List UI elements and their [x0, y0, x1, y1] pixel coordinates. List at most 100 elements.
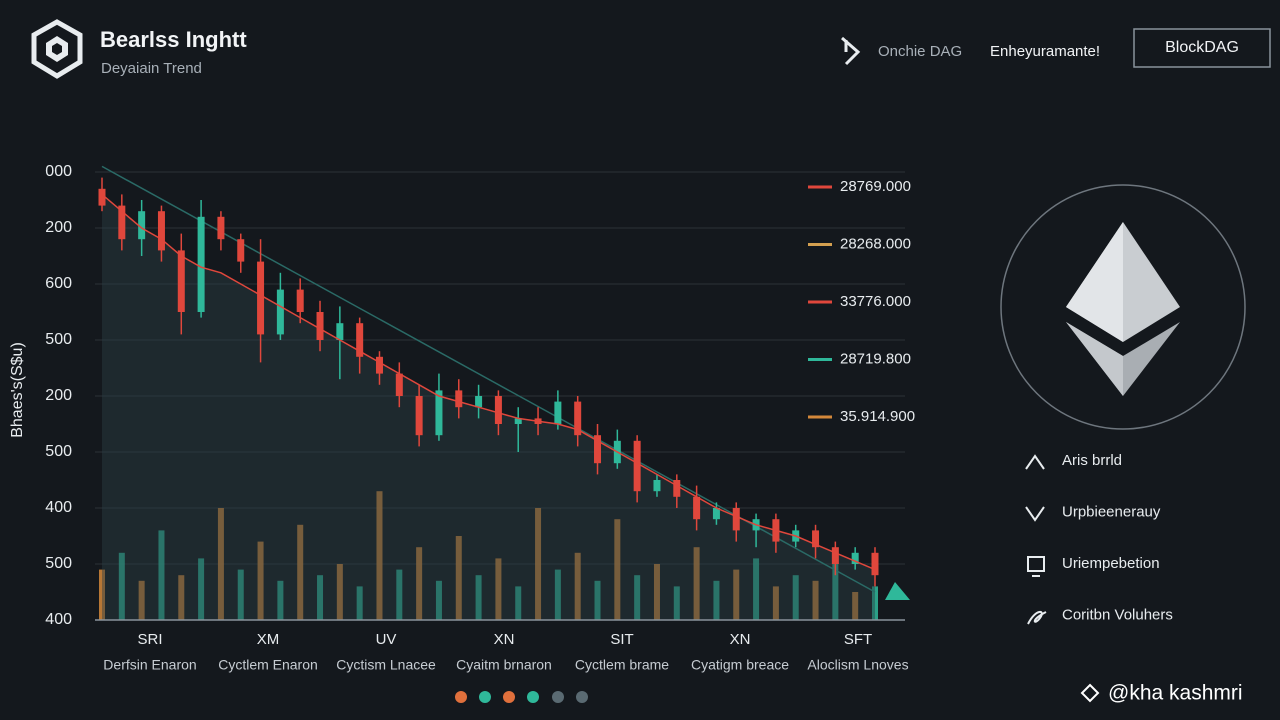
legend-label: 35.914.900 [840, 408, 915, 425]
volume-bar [158, 530, 165, 620]
nav-item[interactable]: Enheyuramante! [990, 43, 1100, 60]
pager-dot[interactable] [479, 691, 491, 703]
logo-ring [1000, 184, 1246, 430]
volume-bar [753, 558, 760, 620]
volume-bar [634, 575, 641, 620]
pager-dot[interactable] [576, 691, 588, 703]
sidebar-item[interactable]: Urpbieenerauy [1062, 503, 1161, 520]
volume-bar [515, 586, 522, 620]
x-tick-label: SFT [844, 631, 872, 648]
x-sublabel: Cyaitm brnaron [456, 657, 552, 673]
volume-bar [653, 564, 660, 620]
candle-body [177, 250, 185, 312]
volume-bar [772, 586, 779, 620]
y-tick-label: 200 [45, 219, 72, 236]
volume-bar [852, 592, 859, 620]
app-subtitle: Deyaiain Trend [101, 60, 202, 77]
volume-bar [198, 558, 205, 620]
candle-body [574, 401, 582, 436]
candle-body [594, 435, 602, 464]
y-axis-label: Bhaes's(S$u) [9, 342, 26, 438]
y-tick-label: 500 [45, 443, 72, 460]
nav-item[interactable]: Onchie DAG [878, 43, 962, 60]
candle-body [831, 547, 839, 564]
candle-body [395, 373, 403, 396]
eth-logo [1066, 222, 1180, 396]
candle-body [514, 418, 522, 424]
x-tick-label: UV [376, 631, 397, 648]
volume-bar [554, 569, 561, 620]
candle-body [118, 205, 126, 240]
volume-bar [277, 580, 284, 620]
pager-dot[interactable] [527, 691, 539, 703]
x-sublabel: Cyatigm breace [691, 657, 789, 673]
x-sublabel: Cyctlem Enaron [218, 657, 318, 673]
volume-bar [713, 580, 720, 620]
candle-body [217, 216, 225, 240]
candle-body [157, 211, 165, 251]
volume-bar [832, 564, 839, 620]
app-title: Bearlss Inghtt [100, 27, 247, 52]
candle-body [494, 396, 502, 424]
volume-bar [237, 569, 244, 620]
end-marker [885, 582, 910, 600]
candle-body [653, 480, 661, 492]
candle-body [296, 289, 304, 312]
watermark: @kha kashmri [1108, 682, 1243, 705]
x-sublabel: Aloclism Lnoves [807, 657, 908, 673]
candle-body [237, 239, 245, 262]
sidebar-icon [1025, 506, 1045, 522]
volume-bar [118, 552, 125, 620]
candle-body [98, 188, 106, 206]
ma-area [102, 194, 875, 620]
y-tick-label: 600 [45, 275, 72, 292]
button[interactable]: BlockDAG [1165, 39, 1239, 56]
volume-bar [455, 536, 462, 620]
volume-bar [178, 575, 185, 620]
volume-bar [475, 575, 482, 620]
volume-bar [376, 491, 383, 620]
legend-label: 28719.800 [840, 350, 911, 367]
candle-body [871, 552, 879, 576]
x-tick-label: XN [730, 631, 751, 648]
candle-body [415, 396, 423, 436]
sidebar-item[interactable]: Aris brrld [1062, 452, 1122, 469]
button-frame[interactable] [1133, 28, 1271, 68]
volume-bar [693, 547, 700, 620]
candle-body [375, 356, 383, 374]
candle-body [712, 508, 720, 520]
y-tick-label: 400 [45, 499, 72, 516]
y-tick-label: 500 [45, 331, 72, 348]
watermark-icon [1080, 683, 1100, 703]
volume-bar [733, 569, 740, 620]
candle-body [336, 323, 344, 340]
pager-dot[interactable] [455, 691, 467, 703]
volume-bar [872, 586, 878, 620]
pager-dot[interactable] [552, 691, 564, 703]
x-tick-label: SRI [137, 631, 162, 648]
candle-body [554, 401, 562, 424]
volume-bar [435, 580, 442, 620]
x-sublabel: Cyctism Lnacee [336, 657, 436, 673]
candle-body [138, 211, 146, 240]
volume-bar [99, 569, 105, 620]
nav-icon [841, 36, 861, 66]
y-tick-label: 500 [45, 555, 72, 572]
candle-body [475, 396, 483, 408]
candle-body [673, 480, 681, 497]
volume-bar [574, 552, 581, 620]
y-tick-label: 400 [45, 611, 72, 628]
volume-bar [594, 580, 601, 620]
sidebar-item[interactable]: Uriempebetion [1062, 555, 1160, 572]
pager-dot[interactable] [503, 691, 515, 703]
volume-bar [356, 586, 363, 620]
volume-bar [336, 564, 343, 620]
volume-bar [812, 580, 819, 620]
logo [31, 19, 83, 79]
volume-bar [138, 580, 145, 620]
volume-bar [792, 575, 799, 620]
sidebar-item[interactable]: Coritbn Voluhers [1062, 606, 1173, 623]
candle-body [851, 552, 859, 564]
volume-bar [614, 519, 621, 620]
